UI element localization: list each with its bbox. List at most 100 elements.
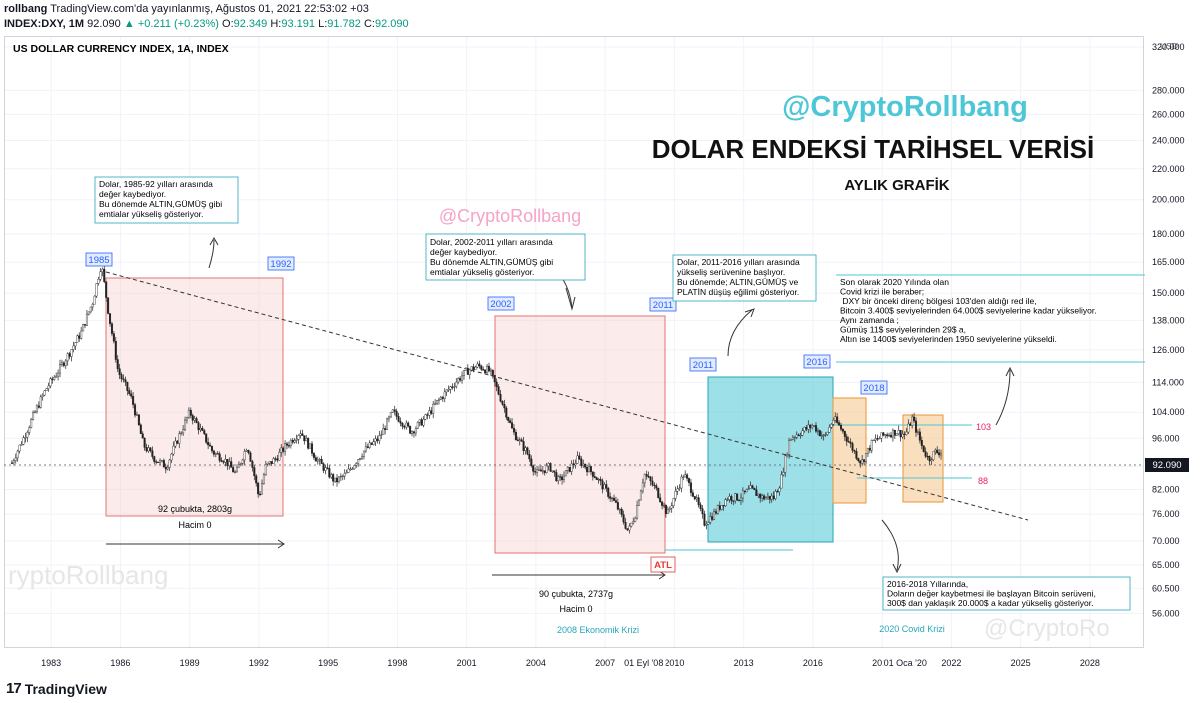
symbol-label[interactable]: INDEX:DXY, 1M [4, 18, 85, 30]
candle-body [891, 429, 894, 438]
candle-body [68, 353, 71, 357]
candle-body [586, 467, 589, 473]
candle-body [478, 363, 481, 367]
open-value: 92.349 [233, 18, 268, 30]
candle-body [318, 459, 321, 461]
candle-body [237, 464, 240, 468]
publish-info: TradingView.com'da yayınlanmış, Ağustos … [50, 3, 369, 15]
candle-body [85, 313, 88, 326]
candle-body [703, 513, 706, 526]
candle-body [628, 525, 631, 531]
candle-body [899, 430, 902, 438]
candle-body [178, 433, 181, 444]
candle-body [713, 511, 716, 520]
candle-body [749, 485, 752, 489]
candle-body [816, 430, 819, 432]
candle-body [482, 369, 485, 371]
candle-body [139, 424, 142, 434]
candle-body [145, 447, 148, 452]
candle-body [185, 417, 188, 421]
candle-body [432, 403, 435, 414]
candle-body [911, 416, 914, 426]
candle-body [62, 362, 65, 366]
candle-body [718, 505, 721, 510]
candle-body [605, 484, 608, 489]
candle-body [235, 467, 238, 473]
candle-body [795, 434, 798, 438]
candle-body [32, 412, 35, 420]
candle-body [143, 437, 146, 448]
candle-body [697, 497, 700, 505]
footer-brand[interactable]: 17 TradingView [6, 680, 107, 697]
candle-body [255, 475, 258, 484]
price-series-layer [10, 265, 943, 534]
crosshair-tag-box [621, 656, 666, 670]
crisis-2008-label: 2008 Ekonomik Krizi [557, 625, 639, 635]
long-trendline[interactable] [105, 271, 1029, 521]
candle-body [14, 457, 17, 461]
candle-body [788, 440, 791, 455]
candle-body [830, 424, 833, 428]
candle-body [530, 458, 533, 466]
candle-body [512, 427, 515, 433]
candle-body [595, 477, 598, 480]
candle-body [60, 362, 63, 365]
candle-body [168, 459, 171, 468]
candle-body [230, 461, 233, 468]
measure-volume-1: Hacim 0 [178, 520, 211, 530]
candle-body [624, 521, 627, 529]
candle-body [926, 456, 929, 458]
y-tick-label: 180.000 [1152, 229, 1185, 239]
candle-body [699, 504, 702, 509]
candle-body [689, 482, 692, 493]
candle-body [907, 423, 910, 433]
candle-body [162, 460, 165, 468]
candle-body [305, 437, 308, 442]
candle-body [87, 311, 90, 315]
candle-body [611, 497, 614, 500]
candle-body [443, 391, 446, 399]
candle-body [328, 468, 331, 478]
candle-body [91, 304, 94, 308]
close-label: C: [363, 18, 375, 30]
candle-body [851, 443, 854, 451]
candle-body [153, 456, 156, 462]
y-tick-label: 60.500 [1152, 583, 1180, 593]
candle-body [462, 370, 465, 377]
candle-body [905, 431, 908, 435]
note-2016-box [882, 576, 1131, 611]
author-name[interactable]: rollbang [4, 3, 48, 15]
candle-body [210, 446, 213, 452]
candle-body [870, 440, 873, 451]
candle-body [638, 499, 641, 506]
candle-body [561, 476, 564, 481]
ohlc-line: INDEX:DXY, 1M 92.090 ▲ +0.211 (+0.23%) O… [4, 18, 409, 30]
crosshair-date-label: 01 Eyl '08 [624, 658, 663, 668]
candle-body [682, 476, 685, 478]
candle-body [187, 409, 190, 418]
zone-2016-2018 [832, 397, 867, 504]
candle-body [572, 463, 575, 466]
candle-body [657, 487, 660, 498]
x-tick-label: 2004 [526, 658, 546, 668]
watermark-left: ryptoRollbang [8, 560, 168, 590]
candle-body [793, 436, 796, 439]
x-tick-label: 1998 [387, 658, 407, 668]
candle-body [755, 489, 758, 496]
chart-title: US DOLLAR CURRENCY INDEX, 1A, INDEX [13, 43, 229, 55]
candle-body [228, 461, 231, 467]
candle-body [428, 410, 431, 416]
candle-body [362, 450, 365, 457]
candle-body [82, 324, 85, 332]
candle-body [218, 453, 221, 461]
candle-body [537, 469, 540, 471]
candle-body [330, 474, 333, 478]
candle-body [526, 447, 529, 455]
candle-body [341, 475, 344, 478]
level-103-label: 103 [976, 422, 991, 432]
candle-body [714, 511, 717, 514]
candle-body [857, 458, 860, 461]
candle-body [439, 397, 442, 400]
candle-body [509, 420, 512, 423]
